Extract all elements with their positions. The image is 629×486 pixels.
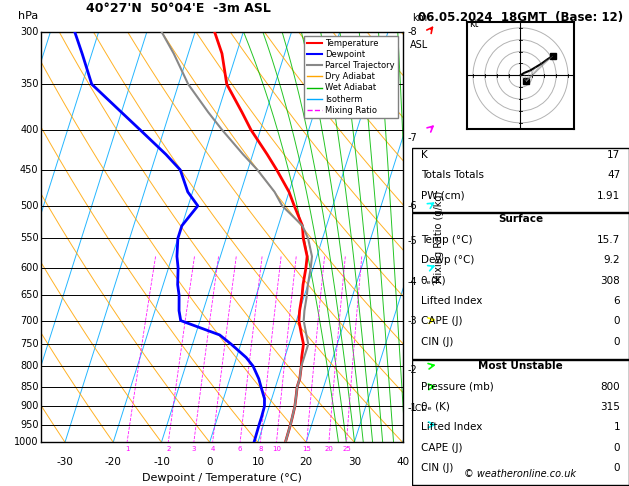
Text: -7: -7 [408,133,417,143]
Text: -6: -6 [408,201,417,211]
Text: 47: 47 [607,170,620,180]
Text: 15.7: 15.7 [597,235,620,245]
Text: km: km [412,14,427,23]
Text: Dewp (°C): Dewp (°C) [421,255,474,265]
Text: θₑ(K): θₑ(K) [421,276,447,286]
Text: 1.91: 1.91 [597,191,620,201]
Text: K: K [421,150,428,160]
Text: -1: -1 [408,403,417,413]
Text: -4: -4 [408,277,417,287]
Text: Pressure (mb): Pressure (mb) [421,382,493,392]
Text: Lifted Index: Lifted Index [421,296,482,306]
Text: 6: 6 [614,296,620,306]
Text: 0: 0 [614,316,620,327]
Text: θₑ (K): θₑ (K) [421,402,450,412]
Text: 600: 600 [20,263,38,273]
Text: -5: -5 [408,236,417,246]
Text: LCL: LCL [410,404,426,413]
Text: 2: 2 [166,446,170,452]
Text: 1000: 1000 [14,437,38,447]
Text: 750: 750 [20,339,38,349]
Text: 950: 950 [20,420,38,430]
Text: 1: 1 [614,422,620,433]
Text: -3: -3 [408,315,417,326]
Text: 1: 1 [125,446,130,452]
Text: CAPE (J): CAPE (J) [421,316,462,327]
Text: 9.2: 9.2 [604,255,620,265]
Bar [412,360,629,485]
Text: 0: 0 [614,463,620,473]
Text: 3: 3 [192,446,196,452]
Text: 06.05.2024  18GMT  (Base: 12): 06.05.2024 18GMT (Base: 12) [418,11,623,24]
Text: 0: 0 [614,443,620,453]
Text: 400: 400 [20,125,38,135]
Text: 300: 300 [20,27,38,36]
Text: 0: 0 [614,337,620,347]
Text: 650: 650 [20,290,38,300]
Text: CIN (J): CIN (J) [421,337,453,347]
Text: 500: 500 [20,201,38,211]
Text: -2: -2 [408,365,417,375]
Text: 4: 4 [211,446,215,452]
Text: 308: 308 [601,276,620,286]
Text: 10: 10 [252,457,264,467]
Bar [412,213,629,359]
Text: 20: 20 [299,457,313,467]
Text: ASL: ASL [410,40,428,50]
Text: 350: 350 [20,79,38,89]
Text: 40: 40 [396,457,409,467]
Text: -10: -10 [153,457,170,467]
Legend: Temperature, Dewpoint, Parcel Trajectory, Dry Adiabat, Wet Adiabat, Isotherm, Mi: Temperature, Dewpoint, Parcel Trajectory… [304,36,398,118]
Text: 450: 450 [20,165,38,175]
Text: 850: 850 [20,382,38,392]
Text: hPa: hPa [18,11,38,21]
Text: 8: 8 [258,446,262,452]
Text: 800: 800 [20,361,38,371]
Text: CAPE (J): CAPE (J) [421,443,462,453]
Text: 17: 17 [607,150,620,160]
Text: © weatheronline.co.uk: © weatheronline.co.uk [464,469,577,479]
Text: 20: 20 [325,446,333,452]
Text: 0: 0 [206,457,213,467]
Text: PW (cm): PW (cm) [421,191,464,201]
Text: 40°27'N  50°04'E  -3m ASL: 40°27'N 50°04'E -3m ASL [86,2,270,15]
Text: 30: 30 [348,457,361,467]
Bar [412,148,629,212]
Text: Mixing Ratio (g/kg): Mixing Ratio (g/kg) [434,191,443,283]
Text: -20: -20 [105,457,121,467]
Text: Lifted Index: Lifted Index [421,422,482,433]
Text: -8: -8 [408,27,417,36]
Text: 550: 550 [20,233,38,243]
Text: Most Unstable: Most Unstable [478,361,563,371]
Text: 6: 6 [238,446,242,452]
Text: Temp (°C): Temp (°C) [421,235,472,245]
Text: kt: kt [469,18,479,29]
Text: 800: 800 [601,382,620,392]
Text: Dewpoint / Temperature (°C): Dewpoint / Temperature (°C) [142,473,302,483]
Text: 700: 700 [20,315,38,326]
Text: Surface: Surface [498,214,543,225]
Text: 900: 900 [20,401,38,411]
Text: 25: 25 [342,446,351,452]
Text: CIN (J): CIN (J) [421,463,453,473]
Text: 10: 10 [272,446,281,452]
Text: -30: -30 [57,457,74,467]
Text: 315: 315 [601,402,620,412]
Text: 15: 15 [303,446,311,452]
Text: Totals Totals: Totals Totals [421,170,484,180]
